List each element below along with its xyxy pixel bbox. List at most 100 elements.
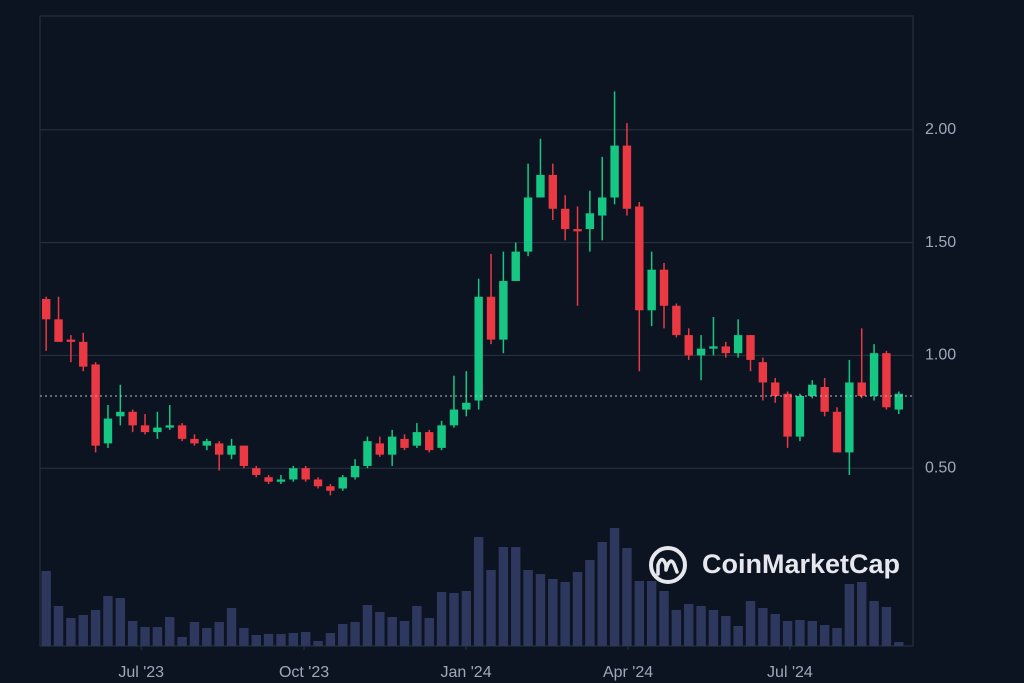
volume-bar bbox=[597, 542, 607, 646]
candle-body bbox=[338, 477, 347, 489]
volume-bar bbox=[387, 617, 397, 646]
candle-body bbox=[103, 418, 113, 444]
volume-bar bbox=[140, 627, 150, 646]
candle-body bbox=[808, 384, 817, 397]
volume-bar bbox=[300, 632, 311, 646]
candle-body bbox=[845, 382, 854, 453]
candle-body bbox=[128, 411, 137, 426]
candle-body bbox=[610, 145, 619, 198]
candle-body bbox=[91, 364, 100, 446]
candle-body bbox=[560, 208, 570, 230]
candle-body bbox=[425, 432, 434, 451]
volume-bar bbox=[548, 579, 558, 646]
volume-bar bbox=[758, 608, 768, 646]
volume-bar bbox=[609, 528, 620, 646]
candle-body bbox=[239, 445, 249, 466]
volume-bar bbox=[535, 574, 546, 646]
volume-bar bbox=[263, 634, 274, 646]
volume-bar bbox=[844, 584, 855, 646]
volume-bar bbox=[819, 625, 830, 646]
volume-bar bbox=[782, 621, 793, 646]
candle-body bbox=[289, 468, 298, 480]
volume-bar bbox=[881, 607, 892, 646]
volume-bar bbox=[202, 628, 212, 646]
volume-bar bbox=[90, 610, 101, 646]
candle-body bbox=[190, 438, 199, 444]
candle-body bbox=[252, 468, 261, 475]
volume-bar bbox=[375, 612, 385, 646]
volume-bar bbox=[189, 622, 200, 646]
volume-bar bbox=[66, 618, 76, 646]
x-tick-label: Oct '23 bbox=[279, 664, 329, 681]
candle-body bbox=[214, 443, 224, 455]
candle-body bbox=[709, 346, 718, 349]
candle-body bbox=[387, 436, 397, 455]
candle-body bbox=[733, 335, 743, 354]
candle-body bbox=[437, 425, 446, 448]
candle-body bbox=[832, 411, 842, 453]
volume-bar bbox=[622, 548, 632, 646]
volume-bar bbox=[226, 608, 237, 646]
candle-body bbox=[264, 477, 273, 482]
candle-body bbox=[820, 386, 829, 412]
candle-body bbox=[758, 362, 768, 383]
candle-body bbox=[684, 335, 693, 356]
candle-body bbox=[548, 174, 558, 209]
candle-body bbox=[301, 468, 310, 480]
volume-bar bbox=[338, 624, 348, 646]
volume-bar bbox=[78, 615, 88, 646]
watermark: CoinMarketCap bbox=[702, 549, 900, 579]
candle-body bbox=[202, 441, 212, 446]
candle-body bbox=[536, 174, 545, 198]
candle-body bbox=[276, 479, 286, 482]
volume-bar bbox=[276, 634, 286, 646]
candle-body bbox=[462, 402, 471, 410]
candle-body bbox=[696, 348, 706, 356]
volume-bar bbox=[832, 628, 842, 646]
candle-body bbox=[486, 296, 496, 340]
volume-bar bbox=[869, 601, 879, 646]
volume-bar bbox=[634, 581, 645, 646]
candle-body bbox=[869, 353, 879, 397]
volume-bar bbox=[733, 626, 743, 646]
y-tick-label: 1.50 bbox=[925, 234, 956, 251]
volume-bar bbox=[696, 606, 706, 646]
candle-body bbox=[721, 346, 730, 354]
volume-bar bbox=[572, 572, 583, 646]
candle-body bbox=[79, 341, 88, 367]
candle-body bbox=[894, 393, 903, 410]
volume-bar bbox=[671, 610, 682, 646]
volume-bar bbox=[362, 605, 373, 646]
volume-bar bbox=[646, 581, 657, 646]
volume-bar bbox=[523, 570, 533, 646]
candle-body bbox=[326, 486, 335, 491]
volume-bar bbox=[127, 621, 138, 646]
volume-bar bbox=[152, 627, 163, 646]
candle-body bbox=[647, 269, 656, 311]
candle-body bbox=[622, 145, 632, 209]
candle-body bbox=[227, 445, 236, 455]
volume-bar bbox=[857, 582, 867, 646]
candle-body bbox=[140, 425, 150, 433]
candle-body bbox=[771, 382, 780, 397]
volume-bar bbox=[511, 547, 521, 646]
volume-bar bbox=[770, 614, 780, 646]
candle-body bbox=[177, 425, 187, 439]
candle-body bbox=[573, 229, 582, 232]
volume-bar bbox=[325, 633, 336, 646]
volume-bar bbox=[251, 635, 261, 646]
candle-body bbox=[54, 319, 63, 342]
x-tick-label: Apr '24 bbox=[603, 664, 653, 681]
volume-bar bbox=[41, 571, 51, 646]
candle-body bbox=[585, 213, 595, 230]
volume-bar bbox=[894, 642, 904, 646]
y-tick-label: 0.50 bbox=[925, 459, 956, 476]
volume-bar bbox=[288, 633, 299, 646]
volume-bar bbox=[436, 592, 447, 646]
volume-bar bbox=[115, 598, 126, 646]
volume-bar bbox=[239, 628, 249, 646]
volume-bar bbox=[412, 606, 422, 646]
volume-bar bbox=[399, 621, 410, 646]
